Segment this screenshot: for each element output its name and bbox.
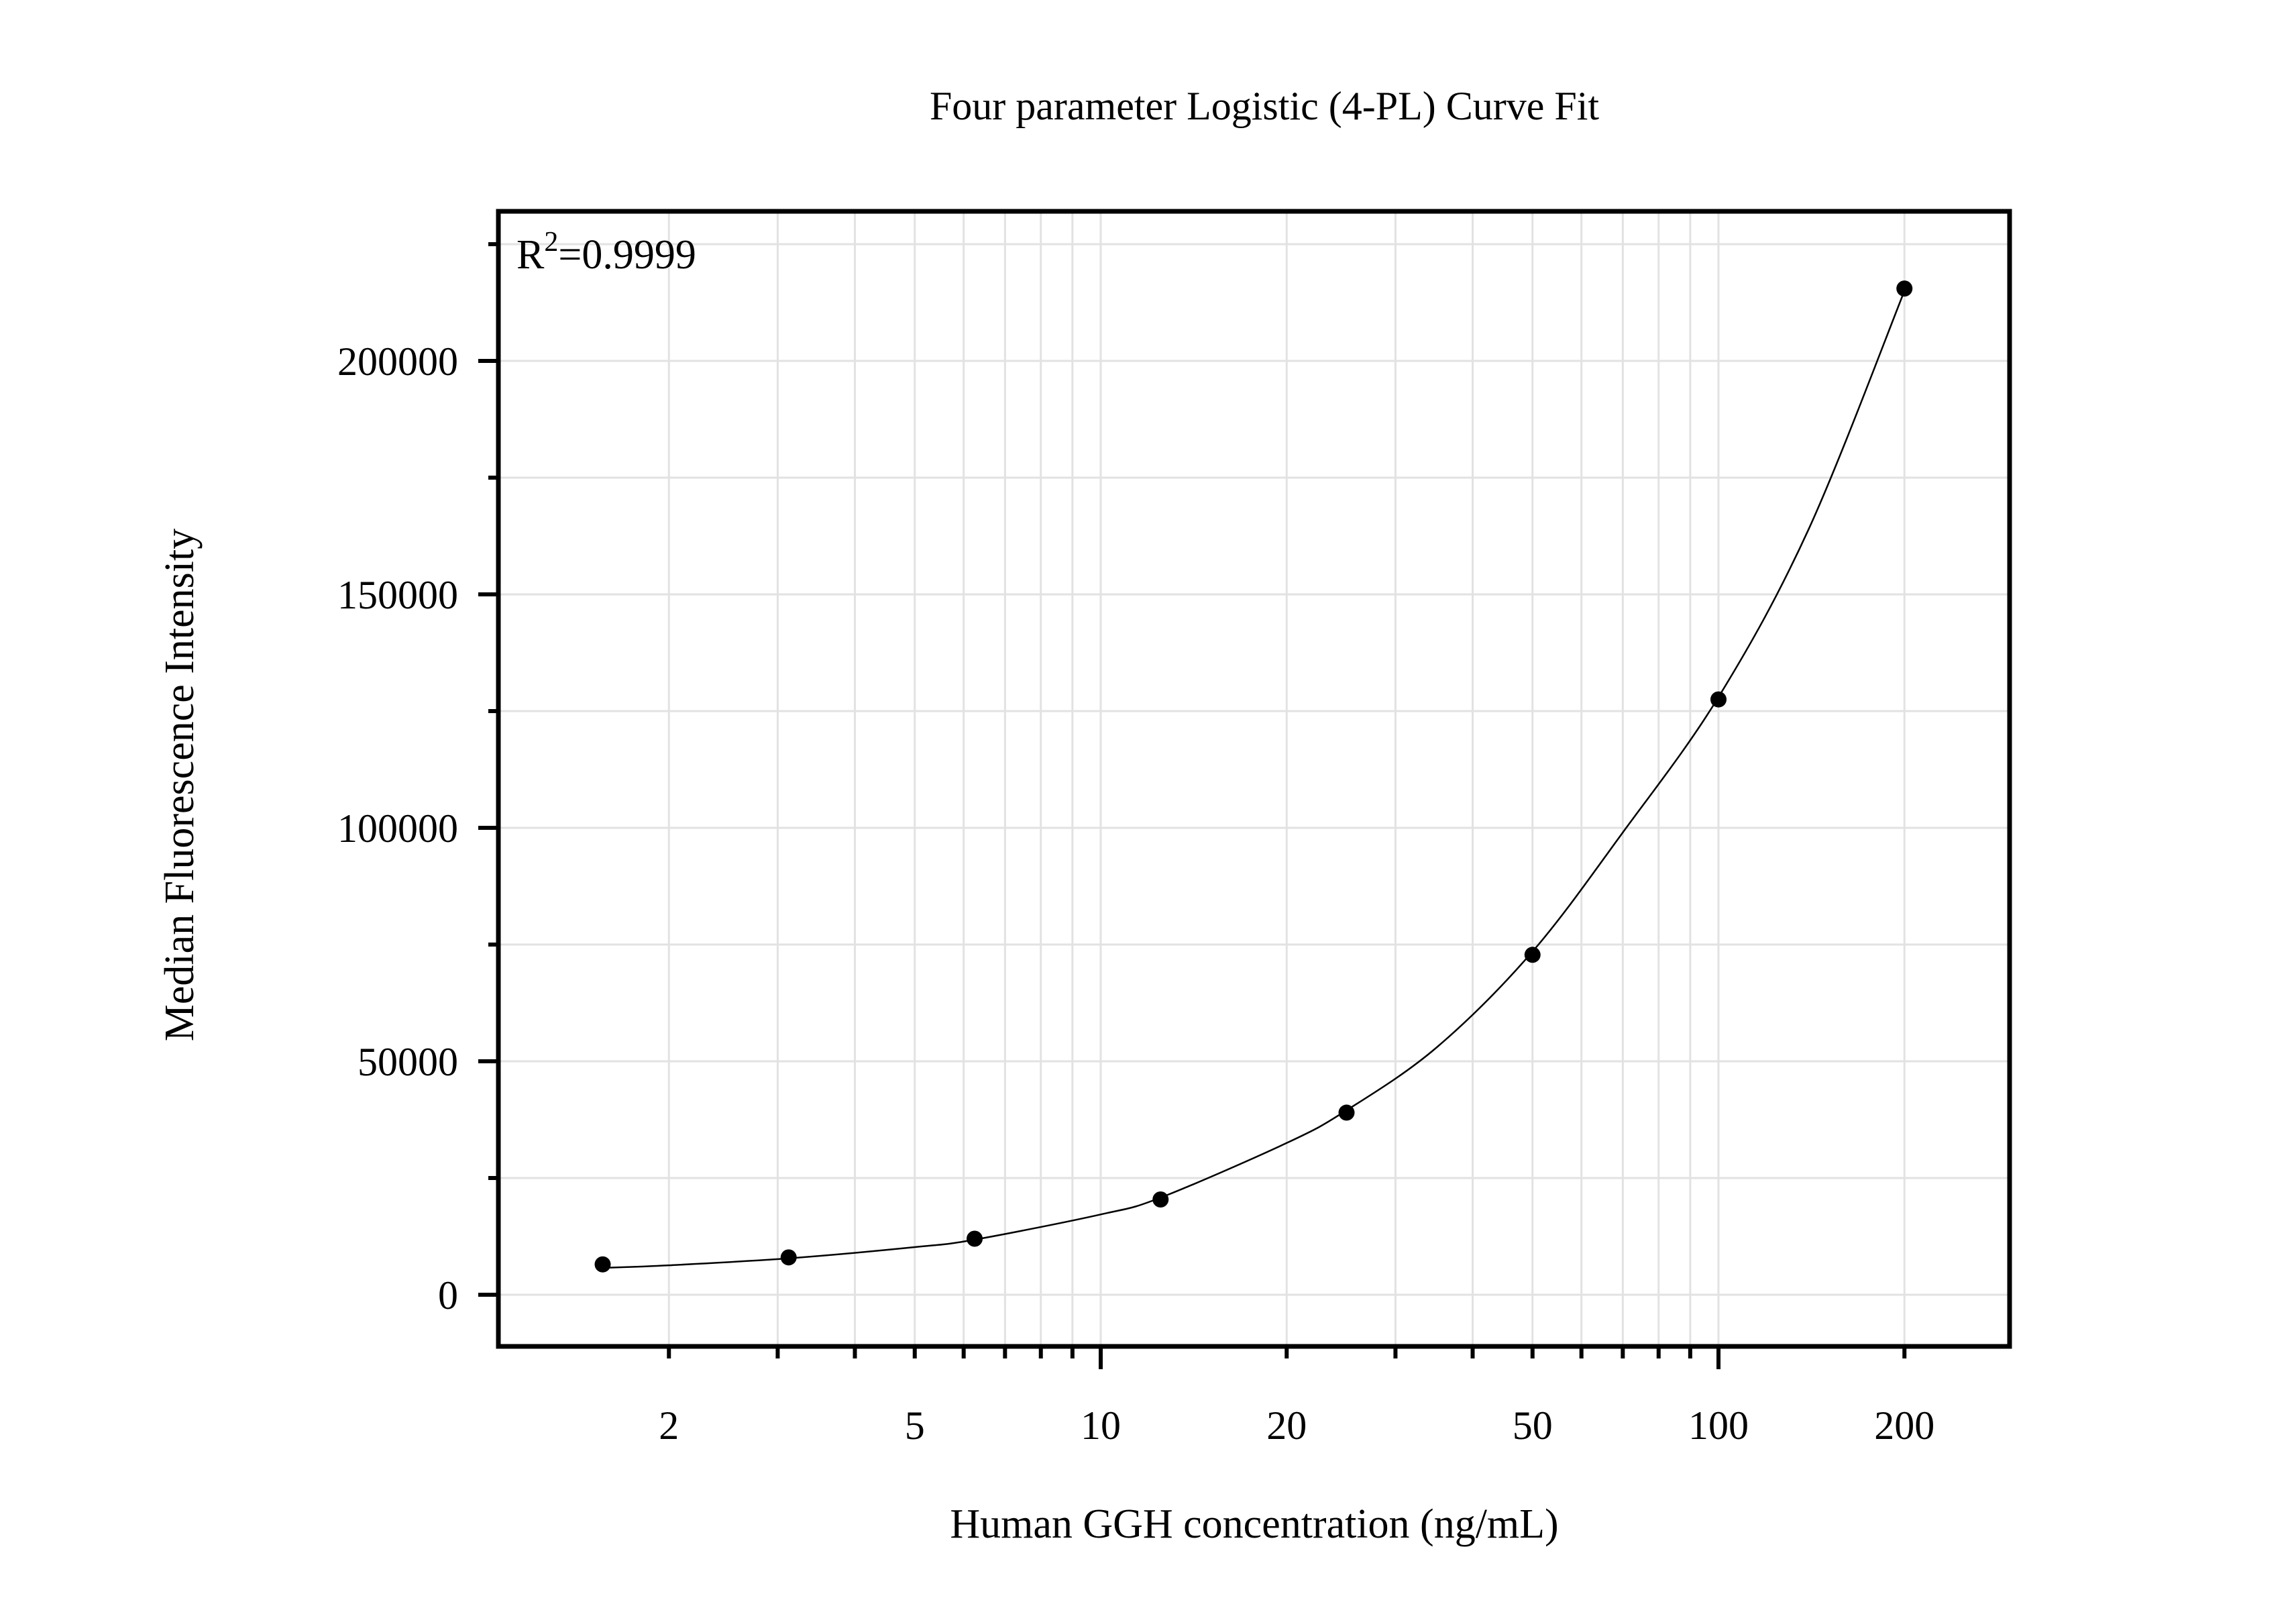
x-tick-label: 200 xyxy=(1874,1403,1934,1448)
data-point xyxy=(967,1230,983,1247)
data-point xyxy=(1338,1104,1355,1121)
grid-lines xyxy=(498,211,2010,1346)
x-tick-label: 2 xyxy=(659,1403,679,1448)
plot-frame xyxy=(496,209,2012,1349)
r-squared-value: =0.9999 xyxy=(558,232,696,278)
fit-curve xyxy=(602,290,1906,1269)
x-tick-label: 100 xyxy=(1688,1403,1749,1448)
r-squared-annotation: R2=0.9999 xyxy=(516,227,696,278)
y-axis-title: Median Fluorescence Intensity xyxy=(157,529,203,1041)
x-axis-title: Human GGH concentration (ng/mL) xyxy=(950,1501,1558,1547)
data-point xyxy=(1152,1191,1169,1208)
x-axis: 2 5 10 20 50 100 200 xyxy=(659,1346,1934,1448)
data-point xyxy=(1710,691,1727,708)
chart-title: Four parameter Logistic (4-PL) Curve Fit xyxy=(930,84,1599,128)
data-point xyxy=(594,1256,611,1273)
x-tick-label: 50 xyxy=(1513,1403,1553,1448)
x-tick-label: 20 xyxy=(1266,1403,1307,1448)
x-tick-label: 5 xyxy=(905,1403,925,1448)
r-squared-prefix: R xyxy=(516,232,545,278)
y-tick-label: 0 xyxy=(438,1273,458,1318)
y-tick-label: 200000 xyxy=(337,339,458,384)
y-axis: 0 50000 100000 150000 200000 xyxy=(337,242,498,1318)
y-tick-label: 100000 xyxy=(337,806,458,851)
y-tick-label: 50000 xyxy=(358,1040,458,1084)
data-point xyxy=(1896,280,1913,297)
y-tick-label: 150000 xyxy=(337,573,458,617)
r-squared-superscript: 2 xyxy=(544,227,558,258)
data-point xyxy=(1524,947,1541,963)
data-point xyxy=(780,1249,797,1266)
x-tick-label: 10 xyxy=(1081,1403,1121,1448)
data-points xyxy=(594,280,1913,1273)
